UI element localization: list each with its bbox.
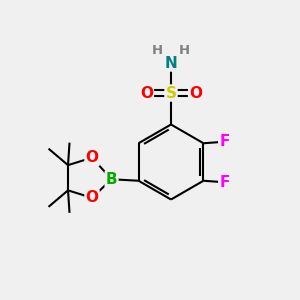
Text: F: F [219, 175, 230, 190]
Text: S: S [166, 85, 176, 100]
Text: F: F [219, 134, 230, 149]
Text: O: O [85, 150, 98, 165]
Text: H: H [152, 44, 163, 57]
Text: N: N [165, 56, 177, 70]
Text: H: H [179, 44, 190, 57]
Text: B: B [106, 172, 117, 187]
Text: O: O [85, 190, 98, 206]
Text: O: O [140, 85, 153, 100]
Text: O: O [189, 85, 202, 100]
